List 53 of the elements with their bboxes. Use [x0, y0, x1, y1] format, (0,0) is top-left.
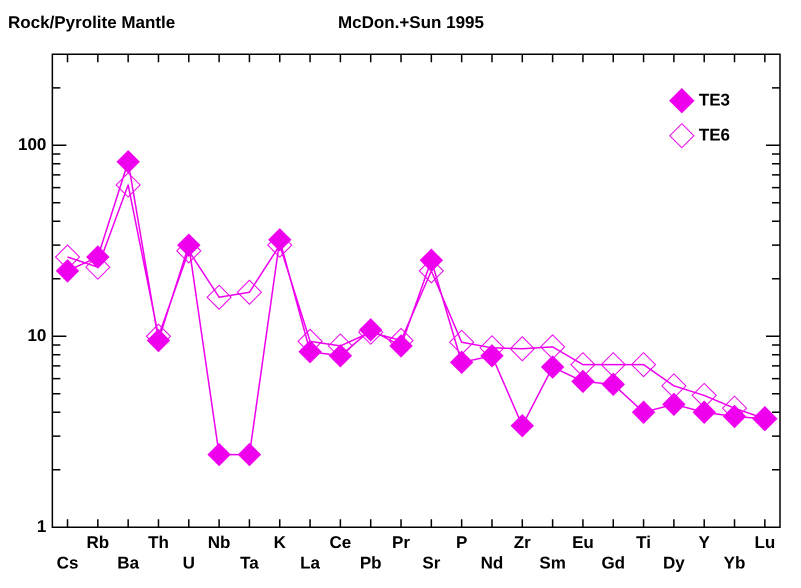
point [631, 352, 656, 378]
x-tick-label: U [182, 553, 195, 572]
x-tick-label: Eu [572, 533, 594, 552]
x-tick-label: P [456, 533, 468, 552]
point [510, 414, 534, 438]
x-tick-label: Ba [117, 553, 140, 572]
x-tick-label: Pr [392, 533, 410, 552]
y-tick-label: 1 [36, 516, 46, 536]
point [449, 330, 474, 355]
point [116, 172, 141, 198]
point [328, 344, 352, 368]
point [208, 443, 231, 466]
x-tick-label: Ta [240, 553, 260, 572]
y-tick-label: 100 [18, 134, 46, 154]
x-tick-label: Zr [514, 533, 532, 552]
x-tick-label: Ce [330, 533, 352, 552]
x-tick-label: Y [698, 533, 711, 552]
x-tick-label: Rb [86, 533, 110, 552]
point [632, 400, 656, 424]
chart-subtitle: McDon.+Sun 1995 [338, 13, 484, 33]
point [56, 259, 80, 282]
y-tick-label: 10 [27, 326, 46, 345]
point [692, 400, 716, 424]
point [116, 150, 140, 174]
point [450, 350, 474, 374]
point [540, 334, 566, 360]
point [571, 370, 594, 393]
point [662, 392, 686, 416]
point [238, 443, 261, 466]
point [541, 356, 564, 379]
x-tick-label: Yb [724, 553, 746, 572]
x-tick-label: La [300, 553, 321, 572]
x-tick-label: Nd [480, 553, 504, 572]
x-tick-label: Nb [208, 533, 230, 552]
legend-label: TE3 [698, 90, 730, 110]
x-tick-label: Ti [636, 533, 651, 552]
point [298, 340, 322, 364]
x-tick-label: Sr [422, 553, 441, 572]
x-tick-label: Th [148, 533, 169, 552]
point [510, 336, 535, 362]
point [206, 284, 232, 310]
x-tick-label: Cs [56, 553, 78, 572]
point [420, 248, 443, 272]
x-tick-label: Lu [754, 533, 776, 552]
x-tick-label: K [274, 533, 287, 552]
x-tick-label: Gd [601, 553, 626, 572]
x-tick-label: Pb [360, 553, 382, 572]
point [602, 372, 625, 396]
x-tick-label: Sm [539, 553, 566, 572]
point [236, 280, 262, 305]
x-tick-label: Dy [663, 553, 686, 572]
chart-title: Rock/Pyrolite Mantle [8, 13, 176, 33]
legend-label: TE6 [698, 125, 730, 144]
